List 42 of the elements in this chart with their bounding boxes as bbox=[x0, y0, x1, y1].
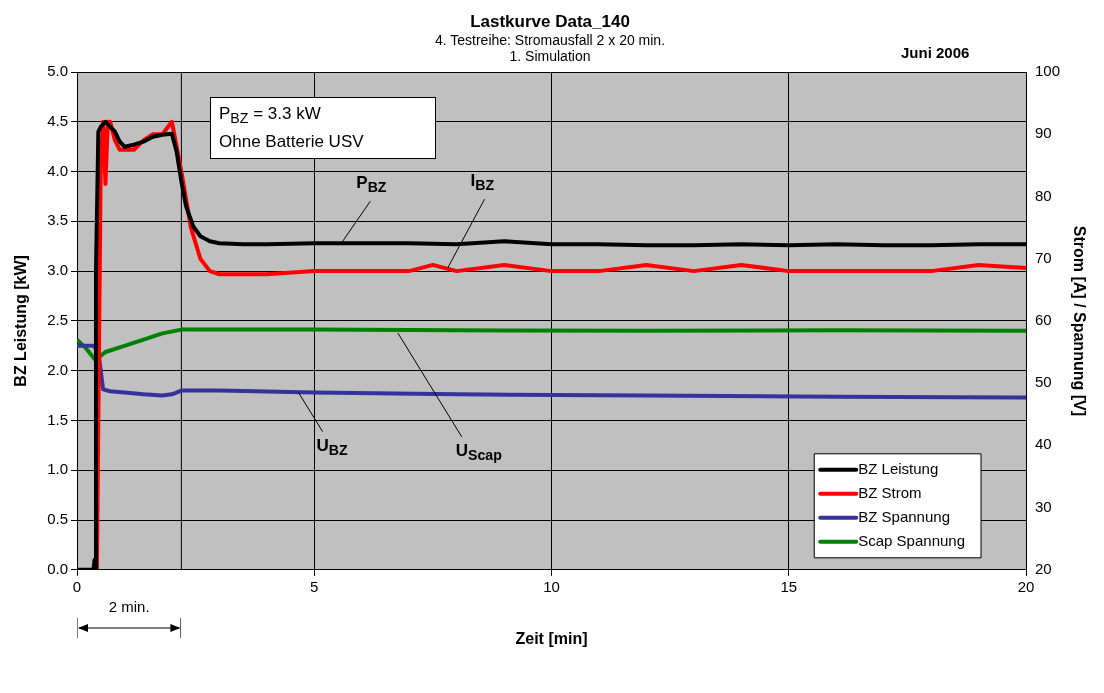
y2-tick-label: 90 bbox=[1035, 124, 1052, 142]
y-axis-title: BZ Leistung [kW] bbox=[12, 255, 30, 387]
x-tick-label: 15 bbox=[780, 577, 798, 595]
y-tick-label: 0.0 bbox=[47, 559, 68, 577]
y2-tick-label: 80 bbox=[1035, 186, 1052, 204]
y2-tick-label: 70 bbox=[1035, 248, 1052, 266]
y-tick-label: 5.0 bbox=[47, 62, 68, 80]
x-axis-title: Zeit [min] bbox=[515, 629, 588, 647]
y-tick-label: 0.5 bbox=[47, 510, 68, 528]
legend-label: BZ Strom bbox=[858, 483, 922, 501]
legend-label: Scap Spannung bbox=[858, 531, 966, 549]
y-tick-label: 3.5 bbox=[47, 211, 68, 229]
y-tick-label: 3.0 bbox=[47, 261, 68, 279]
y-tick-label: 2.0 bbox=[47, 360, 68, 378]
annotation: I$_{BZ}$ bbox=[470, 171, 495, 194]
chart-subtitle: 4. Testreihe: Stromausfall 2 x 20 min. 1. Simulation bbox=[434, 31, 666, 65]
y-tick-label: 1.0 bbox=[47, 460, 68, 478]
x-tick-label: 20 bbox=[1017, 577, 1035, 595]
y-tick-label: 4.5 bbox=[47, 111, 68, 129]
annotation: P$_{BZ}$ = 3.3 kW Ohne Batterie USV bbox=[219, 103, 365, 154]
legend-label: BZ Spannung bbox=[858, 507, 950, 525]
text: 2 min. bbox=[107, 597, 151, 615]
annotation: U$_{BZ}$ bbox=[316, 435, 348, 458]
x-tick-label: 0 bbox=[72, 577, 82, 595]
y2-tick-label: 100 bbox=[1035, 62, 1061, 80]
y2-tick-label: 40 bbox=[1035, 435, 1052, 453]
annotation: P$_{BZ}$ bbox=[356, 173, 387, 196]
y-tick-label: 2.5 bbox=[47, 311, 68, 329]
y-tick-label: 1.5 bbox=[47, 410, 68, 428]
annotation: U$_{Scap}$ bbox=[455, 440, 502, 464]
text: Juni 2006 bbox=[901, 44, 970, 61]
y-tick-label: 4.0 bbox=[47, 161, 68, 179]
y2-tick-label: 60 bbox=[1035, 311, 1052, 329]
x-tick-label: 10 bbox=[543, 577, 560, 595]
chart-title: Lastkurve Data_140 bbox=[470, 11, 630, 31]
y2-tick-label: 30 bbox=[1035, 497, 1052, 515]
y2-tick-label: 20 bbox=[1035, 559, 1052, 577]
x-tick-label: 5 bbox=[310, 577, 319, 595]
legend-label: BZ Leistung bbox=[858, 459, 939, 477]
note-box: P$_{BZ}$ = 3.3 kW Ohne Batterie USV bbox=[210, 97, 436, 160]
y2-axis-title: Strom [A] / Spannung [V] bbox=[1070, 225, 1088, 416]
y2-tick-label: 50 bbox=[1035, 373, 1052, 391]
